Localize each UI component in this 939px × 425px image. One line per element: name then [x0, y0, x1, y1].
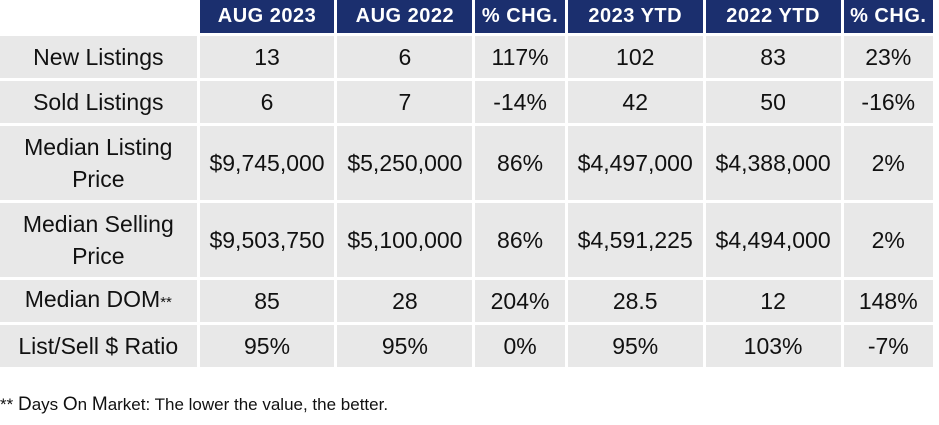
cell-value: $4,494,000 — [705, 203, 841, 277]
footnote-stars: ** — [0, 395, 18, 414]
cell-change: 23% — [843, 36, 933, 78]
cell-value: 13 — [199, 36, 335, 78]
table-row-sold-listings: Sold Listings 6 7 -14% 42 50 -16% — [0, 81, 933, 123]
footnote-cap: D — [17, 394, 32, 415]
col-header-aug-2022: AUG 2022 — [337, 0, 473, 33]
cell-value: 95% — [337, 325, 473, 367]
footnote-text: n — [77, 395, 92, 414]
row-label: New Listings — [0, 36, 197, 78]
cell-value: 6 — [337, 36, 473, 78]
col-header-month-change: % CHG. — [475, 0, 565, 33]
row-label-line: Median Listing — [24, 134, 173, 160]
cell-change: -14% — [475, 81, 565, 123]
footnote-text: ays — [31, 395, 63, 414]
market-stats-table: AUG 2023 AUG 2022 % CHG. 2023 YTD 2022 Y… — [0, 0, 933, 367]
cell-change: 2% — [843, 126, 933, 200]
cell-value: 12 — [705, 280, 841, 322]
cell-change: 204% — [475, 280, 565, 322]
cell-change: 86% — [475, 203, 565, 277]
table-row-new-listings: New Listings 13 6 117% 102 83 23% — [0, 36, 933, 78]
cell-value: 85 — [199, 280, 335, 322]
cell-value: 7 — [337, 81, 473, 123]
col-header-ytd-change: % CHG. — [843, 0, 933, 33]
cell-value: $9,503,750 — [199, 203, 335, 277]
cell-value: $5,100,000 — [337, 203, 473, 277]
row-label-line: Median Selling — [22, 211, 174, 237]
table-row-median-dom: Median DOM** 85 28 204% 28.5 12 148% — [0, 280, 933, 322]
cell-value: 95% — [567, 325, 703, 367]
cell-value: 50 — [705, 81, 841, 123]
row-label-line: Price — [72, 166, 125, 192]
cell-change: 148% — [843, 280, 933, 322]
cell-value: 95% — [199, 325, 335, 367]
footnote-cap: O — [62, 394, 78, 415]
row-label: List/Sell $ Ratio — [0, 325, 197, 367]
row-label: Median Listing Price — [0, 126, 197, 200]
cell-value: 103% — [705, 325, 841, 367]
cell-value: $4,388,000 — [705, 126, 841, 200]
cell-change: -16% — [843, 81, 933, 123]
cell-value: 102 — [567, 36, 703, 78]
cell-value: 42 — [567, 81, 703, 123]
row-label: Median DOM** — [0, 280, 197, 322]
cell-value: $5,250,000 — [337, 126, 473, 200]
row-label: Median Selling Price — [0, 203, 197, 277]
col-header-2023-ytd: 2023 YTD — [567, 0, 703, 33]
table-row-list-sell-ratio: List/Sell $ Ratio 95% 95% 0% 95% 103% -7… — [0, 325, 933, 367]
cell-value: 83 — [705, 36, 841, 78]
cell-value: 28 — [337, 280, 473, 322]
footnote: ** Days On Market: The lower the value, … — [0, 394, 388, 416]
row-label-text: Median DOM — [24, 286, 161, 312]
cell-value: $9,745,000 — [199, 126, 335, 200]
col-header-2022-ytd: 2022 YTD — [705, 0, 841, 33]
footnote-text: arket: The lower the value, the better. — [107, 395, 389, 414]
table-row-median-listing-price: Median Listing Price $9,745,000 $5,250,0… — [0, 126, 933, 200]
table-row-median-selling-price: Median Selling Price $9,503,750 $5,100,0… — [0, 203, 933, 277]
cell-change: 2% — [843, 203, 933, 277]
cell-change: 0% — [475, 325, 565, 367]
cell-value: $4,591,225 — [567, 203, 703, 277]
cell-value: 28.5 — [567, 280, 703, 322]
row-label-line: Price — [72, 243, 125, 269]
cell-change: 117% — [475, 36, 565, 78]
footnote-marker: ** — [160, 294, 172, 311]
footnote-cap: M — [91, 394, 108, 415]
cell-change: -7% — [843, 325, 933, 367]
cell-value: 6 — [199, 81, 335, 123]
cell-change: 86% — [475, 126, 565, 200]
header-row: AUG 2023 AUG 2022 % CHG. 2023 YTD 2022 Y… — [0, 0, 933, 33]
col-header-aug-2023: AUG 2023 — [199, 0, 335, 33]
row-label: Sold Listings — [0, 81, 197, 123]
cell-value: $4,497,000 — [567, 126, 703, 200]
header-corner — [0, 0, 197, 33]
